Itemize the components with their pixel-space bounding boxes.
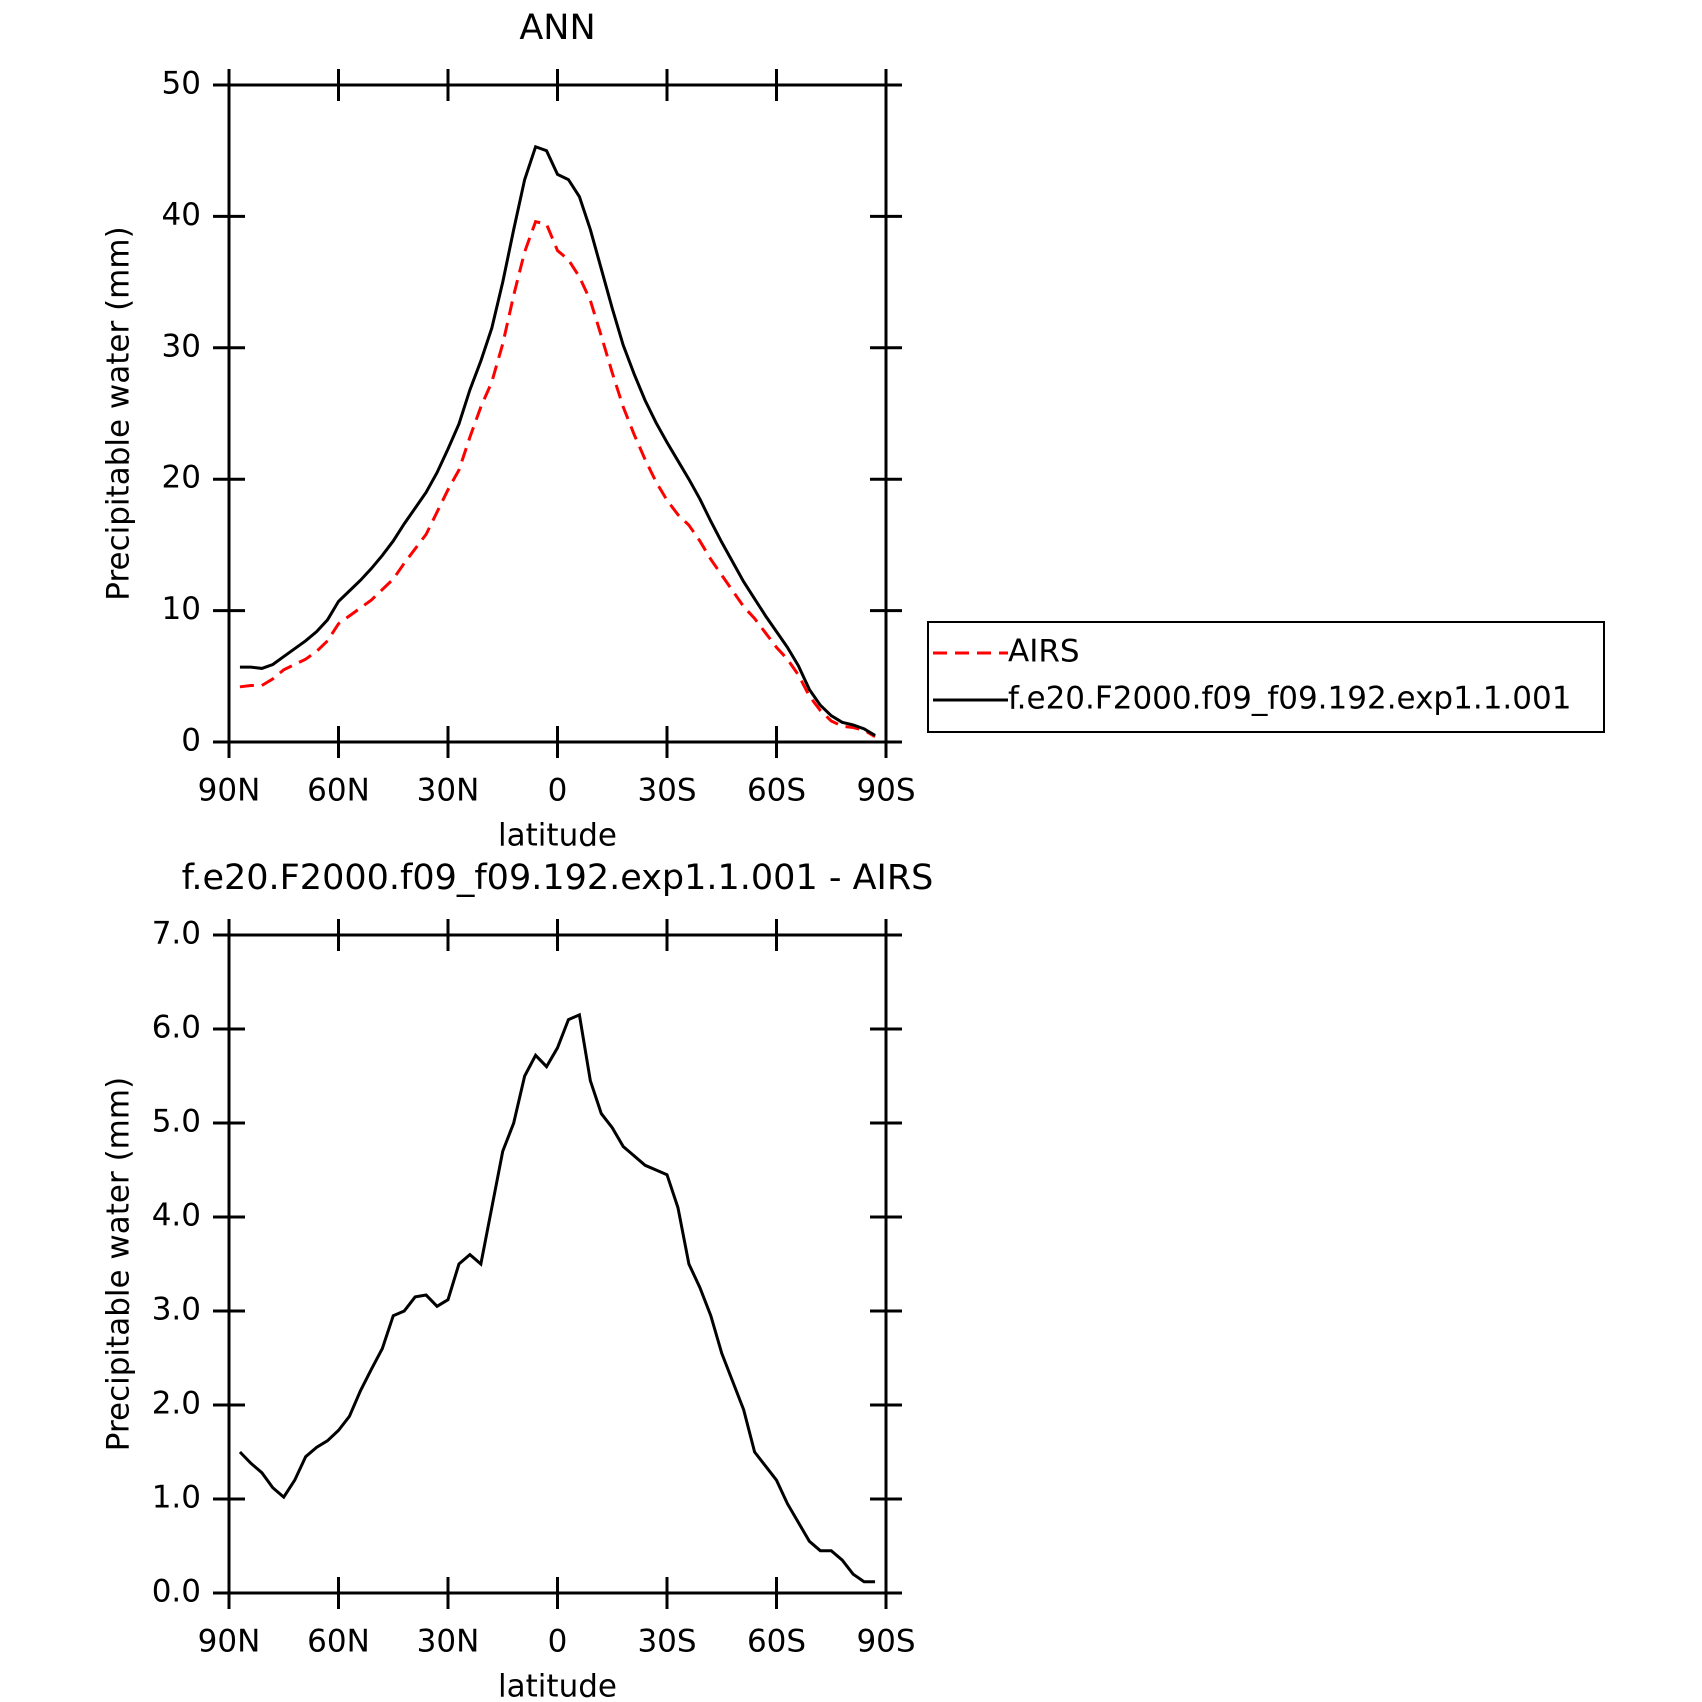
legend-label: f.e20.F2000.f09_f09.192.exp1.1.001: [1008, 681, 1571, 717]
y-tick-label: 7.0: [152, 916, 201, 952]
series-line: [238, 1012, 876, 1584]
y-tick-label: 0.0: [152, 1574, 201, 1610]
y-tick-label: 4.0: [152, 1198, 201, 1234]
x-tick-label: 0: [548, 773, 568, 809]
x-tick-label: 30S: [637, 773, 696, 809]
plot-frame: [227, 933, 888, 1595]
y-axis-label: Precipitable water (mm): [101, 226, 137, 600]
y-tick-label: 2.0: [152, 1386, 201, 1422]
y-tick-label: 3.0: [152, 1292, 201, 1328]
y-tick-label: 6.0: [152, 1010, 201, 1046]
y-tick-label: 50: [162, 66, 201, 102]
y-axis-label: Precipitable water (mm): [101, 1077, 137, 1451]
x-tick-label: 90N: [198, 773, 261, 809]
y-tick-label: 10: [162, 591, 201, 627]
x-tick-label: 60N: [307, 773, 370, 809]
x-tick-label: 30N: [417, 773, 480, 809]
x-tick-label: 60S: [747, 1624, 806, 1660]
x-tick-label: 60S: [747, 773, 806, 809]
x-tick-label: 0: [548, 1624, 568, 1660]
x-tick-label: 90S: [856, 773, 915, 809]
x-tick-label: 60N: [307, 1624, 370, 1660]
y-tick-label: 40: [162, 197, 201, 233]
x-axis-label: latitude: [498, 1669, 617, 1702]
y-tick-label: 30: [162, 328, 201, 364]
y-tick-label: 5.0: [152, 1104, 201, 1140]
chart-title: ANN: [519, 8, 595, 48]
x-axis-label: latitude: [498, 818, 617, 854]
x-tick-label: 90N: [198, 1624, 261, 1660]
series-line: [239, 144, 876, 737]
y-tick-label: 0: [181, 723, 201, 759]
y-tick-label: 1.0: [152, 1480, 201, 1516]
x-tick-label: 30S: [637, 1624, 696, 1660]
chart-title: f.e20.F2000.f09_f09.192.exp1.1.001 - AIR…: [182, 858, 934, 898]
series-line: [239, 219, 876, 739]
legend-label: AIRS: [1008, 634, 1080, 670]
y-tick-label: 20: [162, 460, 201, 496]
x-tick-label: 30N: [417, 1624, 480, 1660]
x-tick-label: 90S: [856, 1624, 915, 1660]
legend-box: [927, 621, 1605, 733]
plot-frame: [227, 83, 888, 744]
